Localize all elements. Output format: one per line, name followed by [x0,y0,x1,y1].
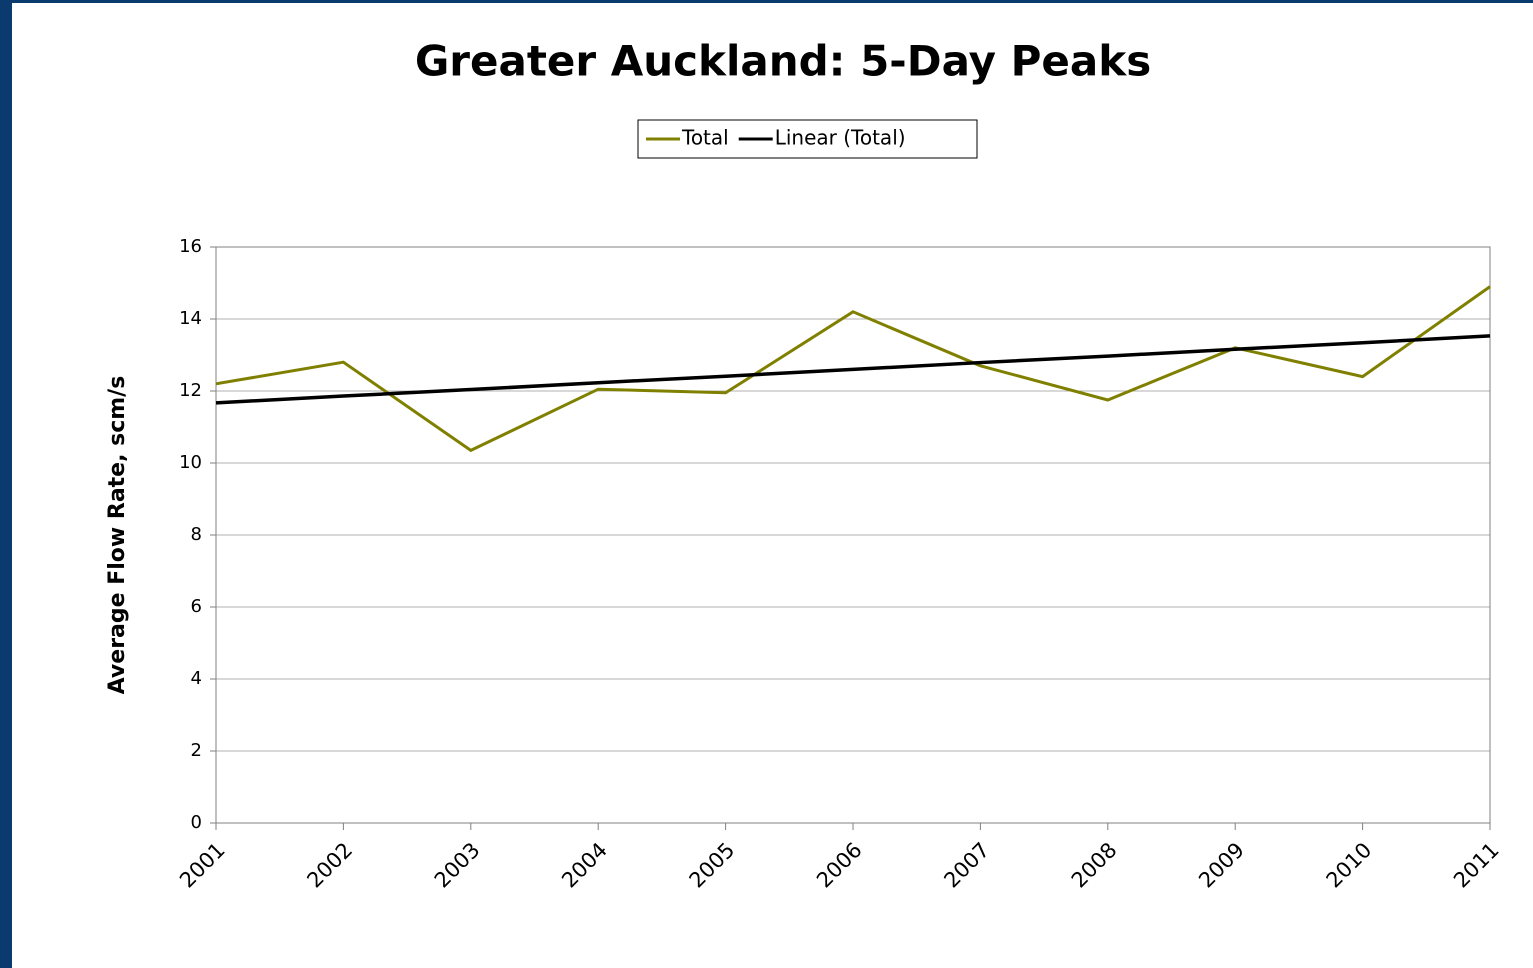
y-axis-label: Average Flow Rate, scm/s [105,376,130,695]
legend-box [637,119,978,159]
legend-label: Linear (Total) [775,126,906,150]
y-tick-label: 0 [191,812,202,833]
chart-title: Greater Auckland: 5-Day Peaks [415,37,1151,86]
y-tick-label: 4 [191,668,202,689]
y-tick-label: 14 [179,308,202,329]
chart-background [12,3,1533,968]
series-line [215,285,1491,453]
y-tick-label: 2 [191,740,202,761]
y-tick-label: 6 [191,596,202,617]
y-tick-label: 12 [179,380,202,401]
legend-label: Total [681,126,729,150]
series-line [215,334,1491,405]
y-tick-label: 8 [191,524,202,545]
y-tick-label: 10 [179,452,202,473]
y-tick-label: 16 [179,236,202,257]
